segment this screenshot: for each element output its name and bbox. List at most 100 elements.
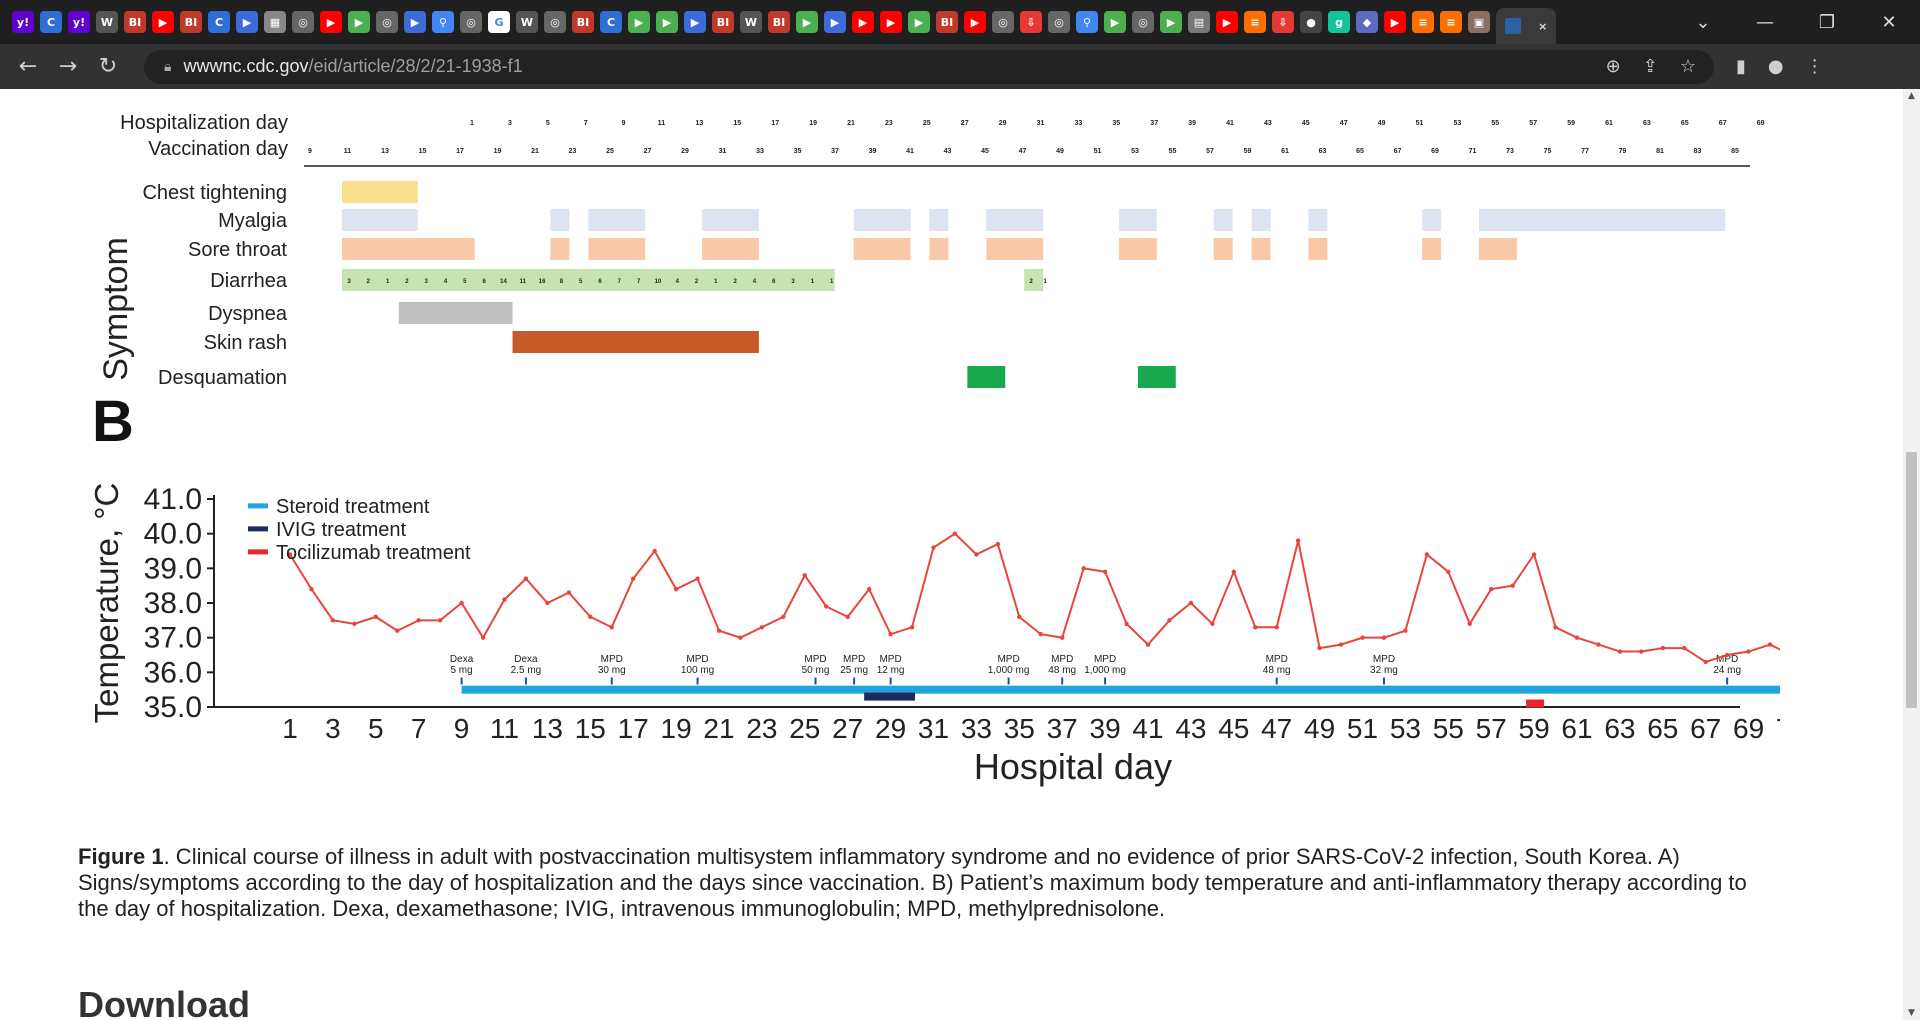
bi-icon[interactable]: BI	[572, 11, 594, 33]
temperature-point	[824, 604, 829, 609]
circle-icon[interactable]: ●	[1300, 11, 1322, 33]
youtube-icon[interactable]: ▶	[152, 11, 174, 33]
vacc-day-tick: 43	[944, 148, 952, 155]
figure-caption: Figure 1. Clinical course of illness in …	[78, 844, 1778, 922]
globe-icon[interactable]: ◎	[992, 11, 1014, 33]
globe-icon[interactable]: ◎	[292, 11, 314, 33]
youtube-icon[interactable]: ▶	[880, 11, 902, 33]
play-icon[interactable]: ▶	[404, 11, 426, 33]
bi-icon[interactable]: BI	[180, 11, 202, 33]
yahoo-icon[interactable]: y!	[12, 11, 34, 33]
play-icon[interactable]: ▶	[236, 11, 258, 33]
chrome-menu-icon[interactable]: ⋮	[1805, 56, 1824, 77]
play-icon[interactable]: ▶	[684, 11, 706, 33]
lock-icon[interactable]: 🔒︎	[164, 58, 172, 74]
news-icon[interactable]: ▤	[1188, 11, 1210, 33]
page-scrollbar[interactable]: ▲ ▼	[1903, 89, 1920, 1020]
vacc-day-tick: 33	[756, 148, 764, 155]
restore-button[interactable]: ❐	[1818, 11, 1836, 33]
reload-button[interactable]: ↻	[98, 54, 118, 79]
forward-button[interactable]: →	[58, 54, 78, 79]
bookmark-icon[interactable]: ≡	[1440, 11, 1462, 33]
bookmark-star-icon[interactable]: ☆	[1679, 56, 1696, 77]
close-window-button[interactable]: ✕	[1881, 11, 1897, 33]
bi-icon[interactable]: BI	[712, 11, 734, 33]
window-controls: ⌄ — ❐ ✕	[1672, 0, 1920, 44]
pin-icon[interactable]: ⇩	[1272, 11, 1294, 33]
back-button[interactable]: ←	[18, 54, 38, 79]
search-icon[interactable]: ⚲	[1076, 11, 1098, 33]
play-icon[interactable]: ▶	[628, 11, 650, 33]
temperature-point	[845, 614, 850, 620]
symptom-bar	[1422, 238, 1442, 260]
youtube-icon[interactable]: ▶	[964, 11, 986, 33]
bi-icon[interactable]: BI	[768, 11, 790, 33]
vacc-day-tick: 17	[456, 148, 464, 155]
globe-icon[interactable]: ◎	[1132, 11, 1154, 33]
play-icon[interactable]: ▶	[348, 11, 370, 33]
play-icon[interactable]: ▶	[656, 11, 678, 33]
play-icon[interactable]: ▶	[1104, 11, 1126, 33]
bi-icon[interactable]: BI	[936, 11, 958, 33]
diarrhea-count: 11	[520, 279, 527, 285]
play-icon[interactable]: ▶	[824, 11, 846, 33]
tab-search-icon[interactable]: ⌄	[1695, 11, 1711, 33]
wiki-icon[interactable]: W	[516, 11, 538, 33]
image-icon[interactable]: ▣	[1468, 11, 1490, 33]
hosp-day-tick: 27	[961, 120, 969, 127]
vacc-day-tick: 83	[1694, 148, 1702, 155]
x-tick-label: 25	[789, 713, 820, 744]
grammarly-icon[interactable]: g	[1328, 11, 1350, 33]
bi-icon[interactable]: BI	[124, 11, 146, 33]
dose-annotation-drug: MPD	[997, 654, 1019, 665]
tab-active[interactable]: ×	[1496, 8, 1556, 44]
globe-icon[interactable]: ◎	[544, 11, 566, 33]
vacc-day-row-label: Vaccination day	[148, 138, 288, 160]
bookmark-icon[interactable]: ≡	[1244, 11, 1266, 33]
youtube-icon[interactable]: ▶	[1384, 11, 1406, 33]
wiki-icon[interactable]: W	[96, 11, 118, 33]
edge-icon[interactable]: C	[40, 11, 62, 33]
x-tick-label: 13	[532, 713, 563, 744]
scroll-up-icon[interactable]: ▲	[1908, 91, 1915, 101]
grid-icon[interactable]: ▦	[264, 11, 286, 33]
temperature-point	[781, 614, 786, 620]
temperature-point	[566, 590, 572, 595]
sidebar-icon[interactable]: ▮	[1736, 56, 1746, 77]
scroll-down-icon[interactable]: ▼	[1908, 1008, 1915, 1018]
pin-icon[interactable]: ⇩	[1020, 11, 1042, 33]
share-icon[interactable]: ⇪	[1642, 56, 1658, 77]
temperature-point	[995, 541, 1001, 547]
shield-icon[interactable]: ◆	[1356, 11, 1378, 33]
play-icon[interactable]: ▶	[1160, 11, 1182, 33]
address-bar[interactable]: 🔒︎ wwwnc.cdc.gov /eid/article/28/2/21-19…	[144, 49, 1714, 84]
bookmark-icon[interactable]: ≡	[1412, 11, 1434, 33]
temperature-point	[1360, 635, 1365, 640]
dose-annotation-amount: 1,000 mg	[1084, 665, 1126, 676]
scroll-thumb[interactable]	[1906, 452, 1917, 708]
vacc-day-tick: 29	[681, 148, 689, 155]
edge-icon[interactable]: C	[208, 11, 230, 33]
x-tick-label: 5	[368, 713, 384, 744]
symptom-label: Sore throat	[188, 239, 287, 261]
edge-icon[interactable]: C	[600, 11, 622, 33]
profile-icon[interactable]: ●	[1767, 56, 1784, 77]
zoom-icon[interactable]: ⊕	[1605, 56, 1621, 77]
play-icon[interactable]: ▶	[908, 11, 930, 33]
youtube-icon[interactable]: ▶	[1216, 11, 1238, 33]
symptom-bar	[1137, 366, 1176, 388]
play-icon[interactable]: ▶	[796, 11, 818, 33]
globe-icon[interactable]: ◎	[460, 11, 482, 33]
globe-icon[interactable]: ◎	[1048, 11, 1070, 33]
wiki-icon[interactable]: W	[740, 11, 762, 33]
close-tab-icon[interactable]: ×	[1538, 19, 1548, 33]
youtube-icon[interactable]: ▶	[852, 11, 874, 33]
google-icon[interactable]: G	[488, 11, 510, 33]
minimize-button[interactable]: —	[1756, 11, 1774, 33]
search-icon[interactable]: ⚲	[432, 11, 454, 33]
diarrhea-count: 4	[444, 279, 448, 285]
youtube-icon[interactable]: ▶	[320, 11, 342, 33]
hosp-day-tick: 1	[470, 120, 474, 127]
globe-icon[interactable]: ◎	[376, 11, 398, 33]
yahoo-icon[interactable]: y!	[68, 11, 90, 33]
